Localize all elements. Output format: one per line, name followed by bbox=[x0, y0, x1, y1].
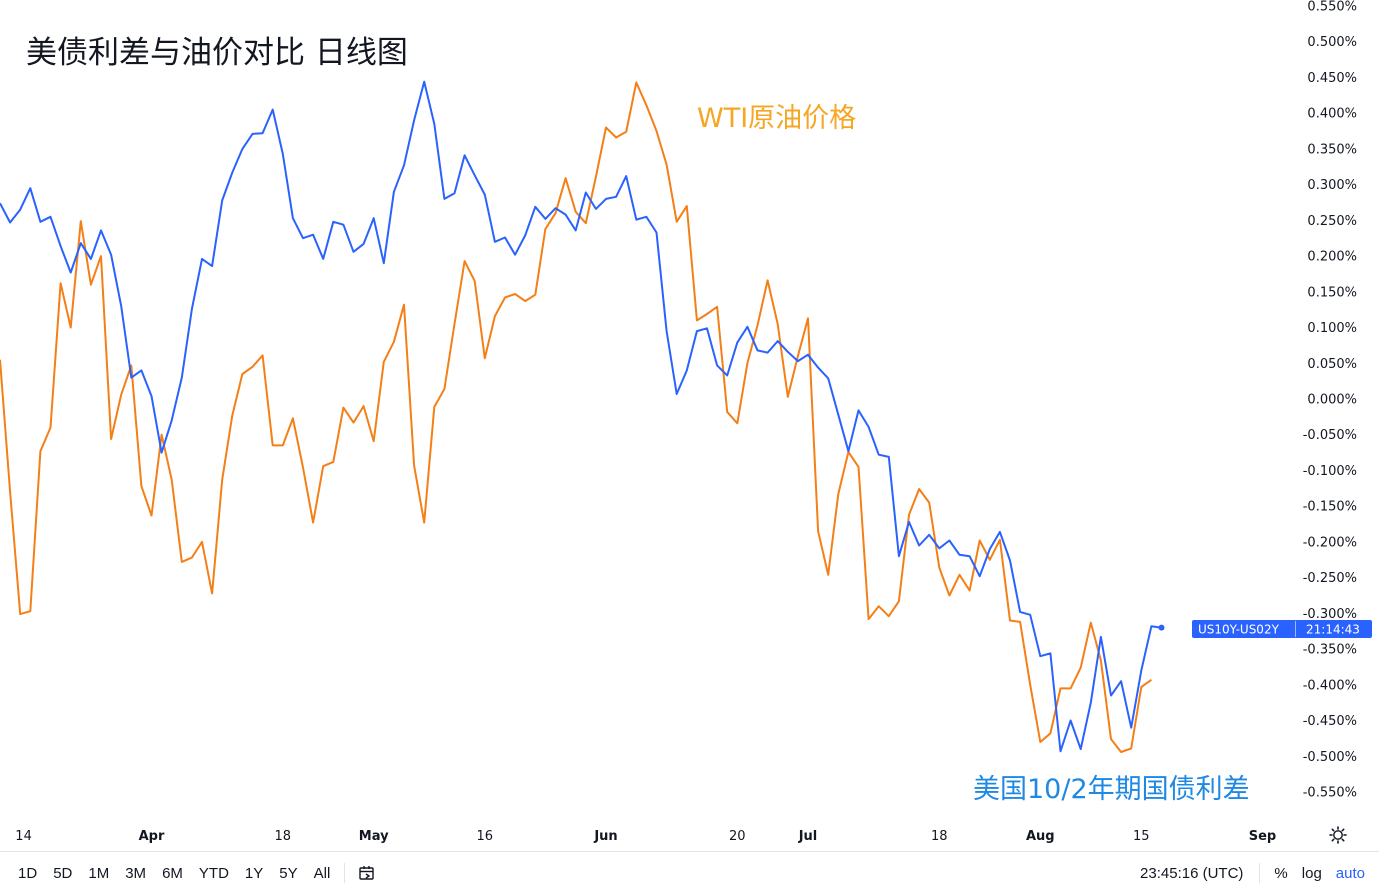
badge-symbol: US10Y-US02Y bbox=[1198, 623, 1280, 637]
spread-series-label: 美国10/2年期国债利差 bbox=[973, 774, 1250, 805]
right-tools: 23:45:16 (UTC) % log auto bbox=[1140, 852, 1379, 894]
y-tick-label: -0.450% bbox=[1303, 714, 1357, 729]
timeframe-button-all[interactable]: All bbox=[313, 864, 331, 882]
x-tick-label: Jun bbox=[593, 829, 617, 844]
x-tick-label: Jul bbox=[798, 829, 818, 844]
percent-scale-button[interactable]: % bbox=[1274, 864, 1288, 882]
timeframe-button-6m[interactable]: 6M bbox=[162, 864, 183, 882]
x-tick-label: 18 bbox=[931, 829, 948, 844]
y-tick-label: -0.350% bbox=[1303, 643, 1357, 658]
y-tick-label: -0.250% bbox=[1303, 571, 1357, 586]
y-tick-label: 0.100% bbox=[1307, 321, 1357, 336]
y-tick-label: 0.250% bbox=[1307, 214, 1357, 229]
bottom-toolbar: 1D 5D 1M 3M 6M YTD 1Y 5Y All 23:45:16 (UTC) % lo… bbox=[0, 851, 1379, 894]
x-tick-label: 14 bbox=[15, 829, 32, 844]
y-tick-label: 0.350% bbox=[1307, 142, 1357, 157]
x-tick-label: Aug bbox=[1026, 829, 1055, 844]
x-tick-label: 16 bbox=[477, 829, 494, 844]
y-tick-label: -0.550% bbox=[1303, 786, 1357, 801]
y-tick-label: -0.050% bbox=[1303, 428, 1357, 443]
badge-countdown: 21:14:43 bbox=[1306, 623, 1360, 637]
y-tick-label: 0.500% bbox=[1307, 35, 1357, 50]
series-line-0[interactable] bbox=[0, 80, 1162, 753]
x-tick-label: 18 bbox=[275, 829, 292, 844]
badge-divider bbox=[1295, 621, 1296, 637]
chart-svg[interactable]: 0.550% 0.500% 0.450% 0.400% 0.350% 0.300% 0.25… bbox=[0, 0, 1379, 851]
x-tick-label: 20 bbox=[729, 829, 746, 844]
timeframe-button-ytd[interactable]: YTD bbox=[198, 864, 229, 882]
timeframe-group: 1D 5D 1M 3M 6M YTD 1Y 5Y All bbox=[10, 865, 338, 882]
y-tick-label: -0.500% bbox=[1303, 750, 1357, 765]
y-tick-label: 0.300% bbox=[1307, 178, 1357, 193]
timeframe-button-1y[interactable]: 1Y bbox=[244, 864, 264, 882]
x-tick-label: Sep bbox=[1249, 829, 1277, 844]
gear-icon[interactable] bbox=[1329, 826, 1347, 844]
timeframe-button-1d[interactable]: 1D bbox=[18, 864, 38, 882]
y-tick-label: -0.300% bbox=[1303, 607, 1357, 622]
y-tick-label: -0.400% bbox=[1303, 678, 1357, 693]
series-layer bbox=[0, 80, 1165, 753]
y-tick-label: 0.000% bbox=[1307, 393, 1357, 408]
x-axis: 14 Apr 18 May 16 Jun 20 Jul 18 Aug 15 Sep bbox=[15, 829, 1276, 844]
chart-title: 美债利差与油价对比 日线图 bbox=[26, 35, 408, 71]
badge-background bbox=[1192, 620, 1372, 638]
timeframe-button-5d[interactable]: 5D bbox=[53, 864, 73, 882]
timeframe-button-5y[interactable]: 5Y bbox=[279, 864, 298, 882]
x-tick-label: Apr bbox=[139, 829, 165, 844]
x-tick-label: May bbox=[359, 829, 389, 844]
utc-clock[interactable]: 23:45:16 (UTC) bbox=[1140, 864, 1244, 882]
toolbar-divider bbox=[1259, 863, 1261, 883]
y-axis: 0.550% 0.500% 0.450% 0.400% 0.350% 0.300% 0.25… bbox=[1303, 0, 1357, 801]
y-tick-label: 0.450% bbox=[1307, 71, 1357, 86]
y-tick-label: 0.150% bbox=[1307, 285, 1357, 300]
last-point-marker bbox=[1158, 624, 1165, 631]
toolbar-divider bbox=[344, 863, 346, 883]
log-scale-button[interactable]: log bbox=[1301, 864, 1322, 882]
wti-series-label: WTI原油价格 bbox=[697, 103, 856, 134]
timeframe-button-1m[interactable]: 1M bbox=[88, 864, 110, 882]
y-tick-label: 0.550% bbox=[1307, 0, 1357, 15]
y-tick-label: 0.400% bbox=[1307, 107, 1357, 122]
last-value-badge[interactable]: US10Y-US02Y 21:14:43 bbox=[1192, 620, 1372, 638]
y-tick-label: 0.200% bbox=[1307, 250, 1357, 265]
x-tick-label: 15 bbox=[1133, 829, 1150, 844]
calendar-range-icon[interactable] bbox=[357, 863, 377, 883]
y-tick-label: 0.050% bbox=[1307, 357, 1357, 372]
y-tick-label: -0.200% bbox=[1303, 535, 1357, 550]
y-tick-label: -0.150% bbox=[1303, 500, 1357, 515]
timeframe-button-3m[interactable]: 3M bbox=[125, 864, 147, 882]
series-line-1[interactable] bbox=[0, 81, 1152, 753]
auto-scale-button[interactable]: auto bbox=[1335, 864, 1365, 882]
y-tick-label: -0.100% bbox=[1303, 464, 1357, 479]
